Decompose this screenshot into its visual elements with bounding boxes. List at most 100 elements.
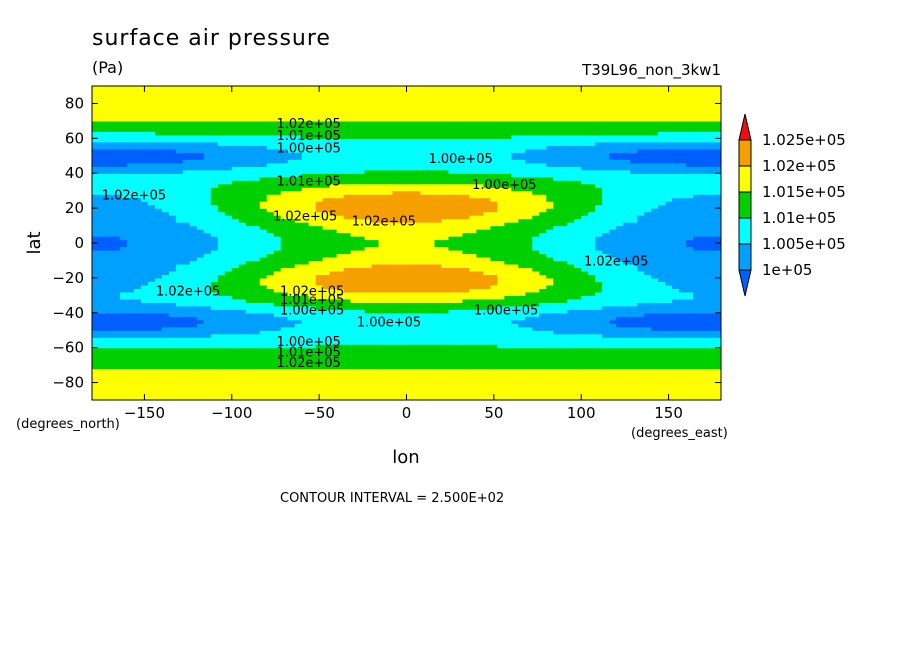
field-cell: [595, 243, 603, 248]
field-cell: [168, 365, 177, 370]
field-cell: [511, 239, 519, 244]
field-cell: [175, 298, 184, 303]
field-cell: [665, 372, 673, 377]
field-cell: [483, 211, 491, 216]
field-cell: [329, 291, 338, 296]
field-cell: [294, 309, 303, 314]
field-cell: [98, 368, 107, 373]
field-cell: [350, 291, 359, 296]
field-cell: [532, 358, 540, 363]
field-cell: [399, 249, 408, 255]
field-cell: [525, 312, 533, 317]
field-cell: [672, 312, 680, 317]
field-cell: [518, 361, 526, 366]
field-cell: [392, 260, 401, 265]
field-cell: [406, 211, 415, 216]
field-cell: [658, 211, 666, 216]
field-cell: [602, 298, 610, 303]
field-cell: [497, 372, 505, 377]
field-cell: [140, 316, 149, 321]
field-cell: [420, 256, 429, 262]
field-cell: [623, 344, 631, 349]
field-cell: [168, 340, 177, 345]
field-cell: [217, 263, 226, 269]
field-cell: [707, 229, 715, 234]
field-cell: [217, 337, 226, 342]
field-cell: [119, 382, 128, 387]
field-cell: [434, 222, 443, 227]
field-cell: [518, 389, 526, 394]
field-cell: [476, 215, 484, 220]
field-cell: [497, 222, 505, 227]
field-cell: [329, 337, 338, 342]
field-cell: [203, 225, 212, 230]
field-cell: [392, 288, 401, 293]
field-cell: [280, 263, 289, 269]
field-cell: [609, 302, 617, 307]
field-cell: [644, 361, 652, 366]
field-cell: [371, 347, 380, 352]
field-cell: [504, 263, 512, 269]
field-cell: [203, 393, 212, 398]
field-cell: [308, 222, 317, 227]
field-cell: [119, 249, 128, 255]
field-cell: [329, 215, 338, 220]
field-cell: [420, 225, 429, 230]
field-cell: [294, 246, 303, 251]
field-cell: [693, 288, 701, 293]
field-cell: [182, 270, 191, 275]
field-cell: [399, 382, 408, 387]
field-cell: [504, 288, 512, 293]
field-cell: [203, 253, 212, 258]
field-cell: [630, 372, 638, 377]
field-cell: [301, 215, 310, 220]
field-cell: [189, 358, 198, 363]
field-cell: [623, 281, 631, 286]
field-cell: [546, 393, 554, 398]
field-cell: [679, 351, 687, 356]
field-cell: [490, 302, 498, 307]
field-cell: [490, 215, 498, 220]
field-cell: [182, 222, 191, 227]
field-cell: [532, 229, 540, 234]
field-cell: [168, 288, 177, 293]
field-cell: [364, 277, 373, 282]
field-cell: [609, 256, 617, 262]
field-cell: [658, 372, 666, 377]
field-cell: [392, 305, 401, 310]
field-cell: [567, 312, 575, 317]
field-cell: [196, 295, 205, 300]
field-cell: [154, 382, 163, 387]
field-cell: [532, 232, 540, 237]
field-cell: [616, 232, 624, 237]
field-cell: [623, 215, 631, 220]
field-cell: [406, 302, 415, 307]
field-cell: [560, 215, 568, 220]
field-cell: [679, 260, 687, 265]
field-cell: [252, 347, 261, 352]
field-cell: [126, 354, 135, 359]
field-cell: [539, 361, 547, 366]
field-cell: [238, 277, 247, 282]
field-cell: [245, 267, 254, 272]
field-cell: [714, 326, 721, 331]
field-cell: [511, 256, 519, 262]
field-cell: [588, 333, 596, 338]
field-cell: [175, 347, 184, 352]
field-cell: [623, 256, 631, 262]
field-cell: [182, 274, 191, 279]
field-cell: [168, 263, 177, 269]
field-cell: [714, 256, 721, 262]
field-cell: [553, 239, 561, 244]
field-cell: [546, 295, 554, 300]
field-cell: [343, 208, 352, 213]
field-cell: [504, 256, 512, 262]
field-cell: [245, 284, 254, 289]
field-cell: [567, 396, 575, 400]
field-cell: [280, 372, 289, 377]
field-cell: [196, 379, 205, 384]
field-cell: [168, 319, 177, 324]
field-cell: [700, 372, 708, 377]
field-cell: [399, 208, 408, 213]
field-cell: [462, 256, 470, 262]
